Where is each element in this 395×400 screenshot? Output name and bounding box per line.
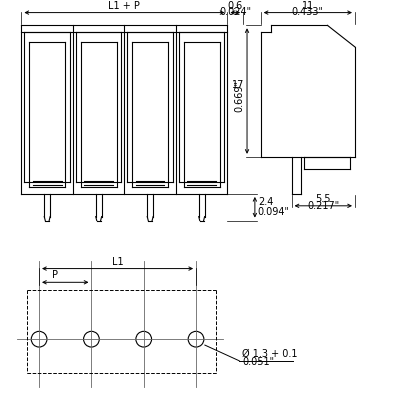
Text: 0.024": 0.024" <box>219 8 251 18</box>
Text: Ø 1.3 + 0.1: Ø 1.3 + 0.1 <box>242 349 297 359</box>
Text: L1: L1 <box>112 257 123 267</box>
Text: 5.5: 5.5 <box>316 194 331 204</box>
Text: 0.433": 0.433" <box>292 8 324 18</box>
Text: 0.6: 0.6 <box>228 1 243 11</box>
Text: 2.4: 2.4 <box>258 197 273 207</box>
Text: 0.094": 0.094" <box>258 207 290 217</box>
Text: 17: 17 <box>232 80 244 90</box>
Text: 0.217": 0.217" <box>307 201 339 211</box>
Text: 0.051": 0.051" <box>242 357 274 367</box>
Text: 0.669": 0.669" <box>234 80 244 112</box>
Text: 11: 11 <box>302 1 314 11</box>
Text: L1 + P: L1 + P <box>109 1 140 11</box>
Text: P: P <box>52 270 58 280</box>
